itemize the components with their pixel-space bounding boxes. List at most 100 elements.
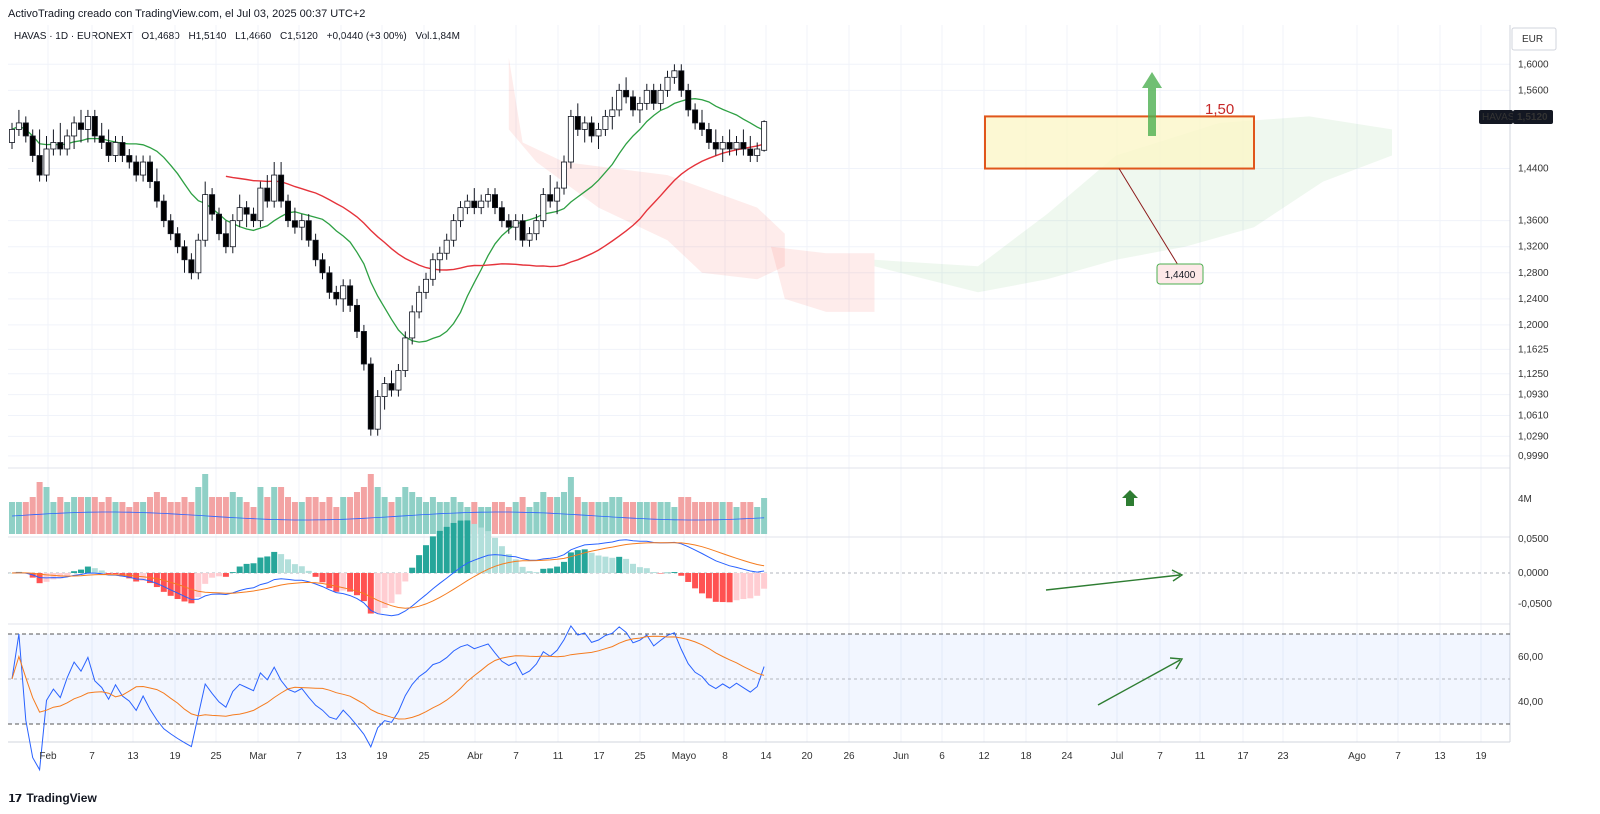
macd-histogram-bar — [678, 573, 685, 576]
macd-histogram-bar — [671, 572, 678, 573]
candle-body — [305, 220, 312, 241]
candle-body — [395, 370, 402, 391]
macd-histogram-bar — [416, 555, 423, 573]
candle-body — [595, 129, 602, 137]
candle-body — [671, 70, 678, 78]
legend-symbol[interactable]: HAVAS · 1D · EURONEXT — [14, 31, 133, 42]
candle-body — [91, 116, 98, 137]
rsi-pane — [8, 624, 1510, 772]
candle-body — [146, 161, 153, 182]
macd-histogram-bar — [761, 573, 768, 589]
macd-histogram-bar — [291, 564, 298, 573]
time-axis[interactable]: Feb 7 13 19 25 Mar 7 13 19 25 Abr 7 11 17 25 Mayo 8 14 20 2… — [39, 751, 1487, 762]
price-tick-label: 1,0290 — [1518, 431, 1549, 442]
volume-bar — [443, 502, 450, 534]
volume-bar — [609, 497, 616, 534]
volume-bar — [167, 502, 174, 534]
macd-histogram-bar — [754, 573, 761, 596]
price-tick-label: 1,2000 — [1518, 320, 1549, 331]
macd-histogram-bar — [229, 572, 236, 573]
candle-body — [726, 142, 733, 150]
macd-histogram-bar — [326, 573, 333, 589]
volume-bar — [140, 502, 147, 534]
volume-bar — [478, 507, 485, 534]
candle-body — [505, 220, 512, 228]
macd-trend-arrow — [1045, 574, 1181, 591]
candle-body — [367, 363, 374, 430]
volume-bar — [133, 502, 140, 534]
price-tick-label: 1,5600 — [1518, 85, 1549, 96]
candle-body — [588, 122, 595, 137]
candle-body — [98, 135, 105, 143]
macd-histogram-bar — [705, 573, 712, 599]
ma-fast-line — [11, 98, 765, 343]
candle-body — [36, 155, 43, 176]
macd-histogram-bar — [340, 573, 347, 591]
candle-body — [209, 194, 216, 215]
volume-bar — [264, 497, 271, 534]
macd-histogram-bar — [457, 520, 464, 573]
candle-body — [554, 187, 561, 202]
candle-body — [678, 70, 685, 91]
volume-bar — [616, 497, 623, 534]
volume-bar — [209, 497, 216, 534]
candle-body — [167, 220, 174, 235]
candle-body — [333, 291, 340, 300]
volume-bar — [602, 502, 609, 534]
candle-body — [623, 89, 630, 98]
volume-bar — [222, 497, 229, 534]
price-tick-label: 1,3200 — [1518, 242, 1549, 253]
macd-histogram-bar — [650, 572, 657, 573]
symbol-tag: HAVAS — [1482, 112, 1515, 123]
macd-histogram-bar — [298, 566, 305, 573]
macd-histogram-bar — [98, 570, 105, 573]
volume-bar — [50, 502, 57, 534]
macd-histogram-bar — [554, 566, 561, 573]
volume-bar — [15, 502, 22, 534]
support-label-box — [1156, 263, 1204, 285]
volume-bar — [754, 507, 761, 534]
candle-body — [512, 220, 519, 228]
macd-histogram-bar — [236, 566, 243, 573]
candle-body — [436, 252, 443, 261]
candle-body — [402, 337, 409, 371]
volume-bar — [498, 502, 505, 534]
time-tick-label: 17 — [593, 751, 605, 762]
time-tick-label: 12 — [978, 751, 990, 762]
moving-averages — [11, 98, 765, 343]
volume-bar — [395, 497, 402, 534]
candle-body — [181, 246, 188, 261]
volume-bar — [250, 507, 257, 534]
volume-up-arrow-icon — [1122, 490, 1138, 506]
time-tick-label: 7 — [1157, 751, 1163, 762]
candle-body — [243, 207, 250, 215]
volume-bar — [112, 502, 119, 534]
time-tick-label: 7 — [513, 751, 519, 762]
price-axis[interactable]: EUR 1,6000 1,5600 1,4400 1,3600 1,3200 1,2800 1… — [1479, 27, 1557, 708]
macd-histogram-bar — [402, 573, 409, 582]
volume-bar — [657, 502, 664, 534]
candle-body — [630, 96, 637, 111]
macd-histogram-bar — [561, 561, 567, 573]
candle-body — [298, 220, 305, 228]
macd-histogram-bar — [174, 573, 181, 600]
macd-signal-line — [11, 542, 765, 609]
cloud-red-b — [771, 246, 875, 312]
time-tick-label: 13 — [127, 751, 139, 762]
volume-bar — [98, 502, 105, 534]
time-tick-label: 7 — [296, 751, 302, 762]
macd-tick-label: 0,0500 — [1518, 534, 1549, 545]
price-tick-label: 1,3600 — [1518, 216, 1549, 227]
time-tick-label: 18 — [1020, 751, 1032, 762]
macd-histogram-bar — [740, 573, 747, 600]
candle-body — [636, 102, 643, 111]
macd-histogram-bar — [443, 526, 450, 573]
macd-histogram-bar — [278, 554, 285, 573]
time-tick-label: Mayo — [672, 751, 697, 762]
macd-histogram-bar — [188, 573, 195, 604]
volume-bar — [485, 507, 492, 534]
resistance-box — [984, 115, 1255, 170]
candle-body — [388, 383, 395, 391]
candle-body — [153, 181, 160, 202]
